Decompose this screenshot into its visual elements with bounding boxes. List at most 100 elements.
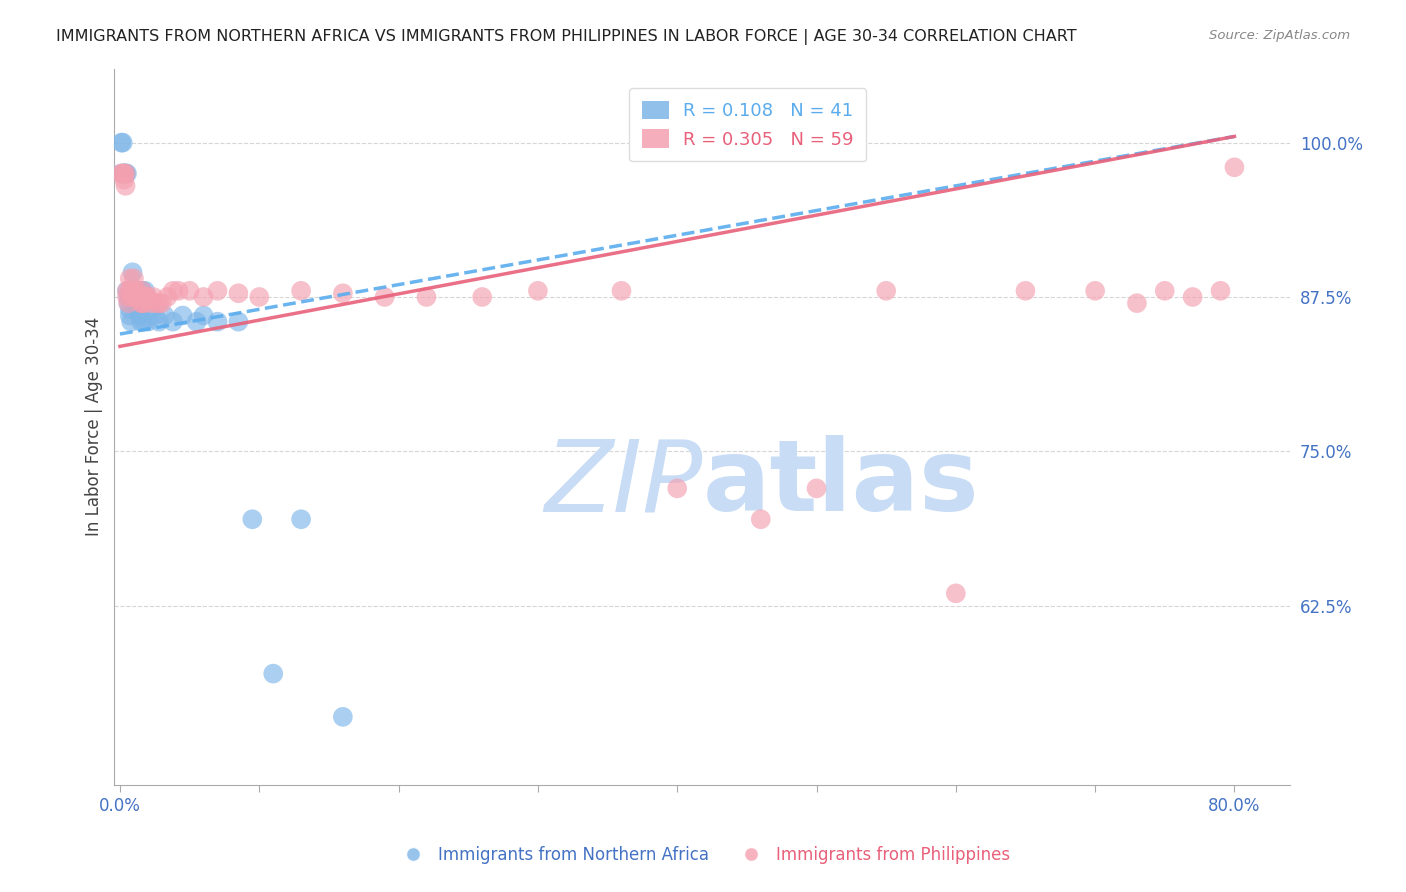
- Point: [179, 284, 201, 298]
- Point: [142, 290, 165, 304]
- Point: [527, 284, 550, 298]
- Point: [193, 290, 215, 304]
- Point: [132, 315, 155, 329]
- Point: [135, 290, 157, 304]
- Point: [134, 290, 156, 304]
- Point: [122, 271, 145, 285]
- Point: [332, 286, 354, 301]
- Point: [228, 286, 250, 301]
- Point: [110, 166, 132, 180]
- Point: [112, 172, 135, 186]
- Point: [110, 166, 132, 180]
- Point: [875, 284, 897, 298]
- Point: [139, 302, 162, 317]
- Text: IMMIGRANTS FROM NORTHERN AFRICA VS IMMIGRANTS FROM PHILIPPINES IN LABOR FORCE | : IMMIGRANTS FROM NORTHERN AFRICA VS IMMIG…: [56, 29, 1077, 45]
- Point: [186, 315, 208, 329]
- Point: [136, 315, 159, 329]
- Point: [610, 284, 633, 298]
- Point: [125, 284, 148, 298]
- Point: [122, 296, 145, 310]
- Point: [193, 309, 215, 323]
- Point: [117, 296, 139, 310]
- Point: [1223, 161, 1246, 175]
- Point: [1126, 296, 1149, 310]
- Point: [118, 271, 141, 285]
- Point: [332, 710, 354, 724]
- Text: Source: ZipAtlas.com: Source: ZipAtlas.com: [1209, 29, 1350, 42]
- Point: [1153, 284, 1175, 298]
- Point: [945, 586, 967, 600]
- Point: [128, 290, 150, 304]
- Point: [124, 290, 146, 304]
- Point: [207, 315, 229, 329]
- Point: [115, 284, 138, 298]
- Point: [127, 302, 149, 317]
- Point: [121, 284, 143, 298]
- Point: [121, 290, 143, 304]
- Point: [471, 290, 494, 304]
- Point: [148, 296, 170, 310]
- Legend: R = 0.108   N = 41, R = 0.305   N = 59: R = 0.108 N = 41, R = 0.305 N = 59: [628, 88, 866, 161]
- Point: [122, 284, 145, 298]
- Point: [1209, 284, 1232, 298]
- Point: [125, 284, 148, 298]
- Point: [162, 284, 184, 298]
- Point: [114, 178, 136, 193]
- Point: [122, 284, 145, 298]
- Point: [117, 296, 139, 310]
- Point: [120, 284, 142, 298]
- Point: [148, 315, 170, 329]
- Point: [112, 166, 135, 180]
- Point: [145, 296, 167, 310]
- Point: [114, 166, 136, 180]
- Point: [131, 284, 153, 298]
- Point: [153, 309, 176, 323]
- Point: [228, 315, 250, 329]
- Point: [415, 290, 437, 304]
- Point: [139, 296, 162, 310]
- Point: [132, 296, 155, 310]
- Point: [374, 290, 396, 304]
- Point: [110, 136, 132, 150]
- Point: [121, 265, 143, 279]
- Point: [207, 284, 229, 298]
- Point: [1181, 290, 1204, 304]
- Text: atlas: atlas: [702, 435, 979, 533]
- Point: [666, 482, 689, 496]
- Point: [129, 315, 152, 329]
- Point: [112, 166, 135, 180]
- Point: [118, 284, 141, 298]
- Point: [118, 309, 141, 323]
- Y-axis label: In Labor Force | Age 30-34: In Labor Force | Age 30-34: [86, 317, 103, 536]
- Point: [114, 166, 136, 180]
- Point: [115, 290, 138, 304]
- Point: [172, 309, 194, 323]
- Point: [167, 284, 190, 298]
- Point: [136, 290, 159, 304]
- Point: [143, 309, 166, 323]
- Point: [162, 315, 184, 329]
- Point: [806, 482, 828, 496]
- Point: [156, 290, 179, 304]
- Point: [129, 296, 152, 310]
- Point: [127, 290, 149, 304]
- Point: [114, 166, 136, 180]
- Point: [749, 512, 772, 526]
- Point: [290, 512, 312, 526]
- Point: [111, 166, 134, 180]
- Legend: Immigrants from Northern Africa, Immigrants from Philippines: Immigrants from Northern Africa, Immigra…: [389, 839, 1017, 871]
- Point: [131, 296, 153, 310]
- Point: [290, 284, 312, 298]
- Point: [120, 290, 142, 304]
- Point: [1014, 284, 1036, 298]
- Text: ZIP: ZIP: [544, 435, 702, 533]
- Point: [111, 136, 134, 150]
- Point: [247, 290, 270, 304]
- Point: [131, 284, 153, 298]
- Point: [150, 296, 173, 310]
- Point: [1084, 284, 1107, 298]
- Point: [118, 302, 141, 317]
- Point: [128, 309, 150, 323]
- Point: [112, 166, 135, 180]
- Point: [240, 512, 263, 526]
